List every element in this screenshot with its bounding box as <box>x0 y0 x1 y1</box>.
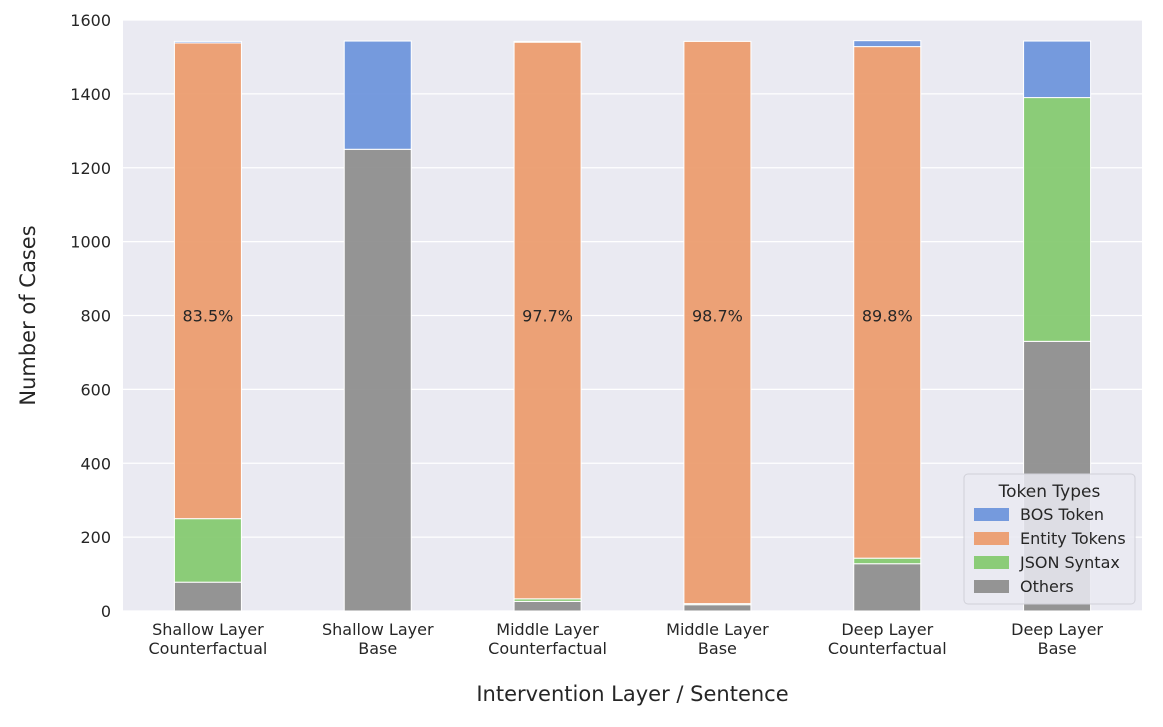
x-axis-title: Intervention Layer / Sentence <box>476 682 788 706</box>
x-tick-label: Deep Layer Base <box>1011 620 1103 658</box>
bar-segment-bos-token <box>343 40 412 150</box>
legend-swatch-others <box>974 580 1009 593</box>
y-tick-label: 1400 <box>70 85 111 104</box>
bar-segment-json-syntax <box>173 518 242 583</box>
x-tick-label: Middle Layer Counterfactual <box>488 620 607 658</box>
y-tick-label: 400 <box>80 454 111 473</box>
bar-segment-entity-tokens <box>853 46 922 559</box>
y-tick-label: 1000 <box>70 233 111 252</box>
x-tick-label: Shallow Layer Counterfactual <box>148 620 267 658</box>
bar-segment-others <box>853 563 922 612</box>
bar-segment-bos-token <box>513 40 582 43</box>
legend-label-bos-token: BOS Token <box>1020 505 1104 524</box>
x-tick-label: Shallow Layer Base <box>322 620 434 658</box>
bar-segment-others <box>173 581 242 612</box>
legend-box <box>963 473 1136 605</box>
y-tick-label: 200 <box>80 528 111 547</box>
bar-percentage-label: 97.7% <box>522 307 573 326</box>
bar-percentage-label: 83.5% <box>183 307 234 326</box>
bar-segment-bos-token <box>853 40 922 48</box>
bar-segment-bos-token <box>1023 40 1092 99</box>
bar-segment-entity-tokens <box>683 40 752 605</box>
legend-swatch-bos-token <box>974 508 1009 521</box>
legend: Token Types BOS Token Entity Tokens JSON Sy… <box>963 473 1136 605</box>
bar-segment-others <box>683 604 752 612</box>
legend-swatch-json-syntax <box>974 556 1009 569</box>
x-tick-label: Deep Layer Counterfactual <box>828 620 947 658</box>
y-tick-label: 600 <box>80 380 111 399</box>
gridlines <box>123 19 1142 612</box>
bar-segment-json-syntax <box>853 557 922 565</box>
legend-swatch-entity-tokens <box>974 532 1009 545</box>
y-tick-label: 0 <box>101 602 111 621</box>
legend-label-entity-tokens: Entity Tokens <box>1020 529 1126 548</box>
bar-segment-json-syntax <box>1023 97 1092 342</box>
bar-segment-entity-tokens <box>173 42 242 520</box>
legend-title: Token Types <box>998 482 1101 502</box>
bar-segment-others <box>513 600 582 612</box>
data-labels: 83.5% 97.7% 98.7% 89.8% <box>183 307 913 326</box>
y-tick-labels: 0 200 400 600 800 1000 1200 1400 1600 <box>70 11 111 621</box>
y-tick-label: 800 <box>80 307 111 326</box>
bar-segment-entity-tokens <box>513 41 582 600</box>
legend-label-others: Others <box>1020 577 1074 596</box>
x-tick-label: Middle Layer Base <box>666 620 769 658</box>
bar-segment-bos-token <box>173 40 242 44</box>
bar-percentage-label: 98.7% <box>692 307 743 326</box>
legend-label-json-syntax: JSON Syntax <box>1019 553 1120 572</box>
bar-segment-others <box>343 148 412 612</box>
y-tick-label: 1200 <box>70 159 111 178</box>
y-axis-title: Number of Cases <box>16 225 40 405</box>
y-tick-label: 1600 <box>70 11 111 30</box>
bar-percentage-label: 89.8% <box>862 307 913 326</box>
x-tick-labels: Shallow Layer Counterfactual Shallow Layer… <box>148 620 1103 658</box>
